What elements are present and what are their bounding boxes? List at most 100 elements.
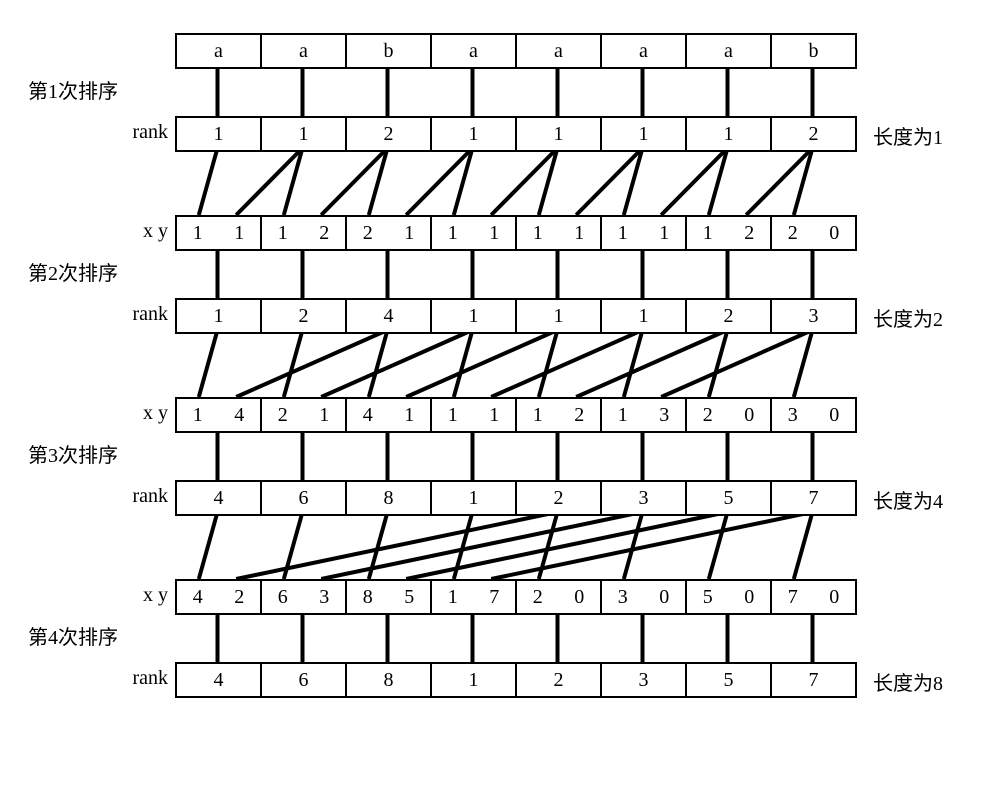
cell-x: 1 xyxy=(448,404,458,427)
cell-y: 4 xyxy=(234,404,244,427)
cell-y: 0 xyxy=(829,586,839,609)
rank1-row-cell: 2 xyxy=(772,118,857,150)
input-row-cell: a xyxy=(687,35,772,67)
cell-x: 1 xyxy=(618,222,628,245)
cell-x: 2 xyxy=(533,586,543,609)
cell-y: 0 xyxy=(829,222,839,245)
sort2-label: 第2次排序 xyxy=(28,257,118,286)
cell-x: 6 xyxy=(278,586,288,609)
cell-x: 4 xyxy=(193,586,203,609)
cell-y: 1 xyxy=(659,222,669,245)
cell-y: 1 xyxy=(489,222,499,245)
cell-y: 3 xyxy=(659,404,669,427)
input-row-cell: b xyxy=(347,35,432,67)
xy2-row-cell: 30 xyxy=(772,399,857,431)
cell-x: 5 xyxy=(703,586,713,609)
rank2-row-cell: 3 xyxy=(772,300,857,332)
cell-y: 1 xyxy=(319,404,329,427)
cell-y: 0 xyxy=(744,586,754,609)
cell-x: 4 xyxy=(363,404,373,427)
rank2-row: 12411123 xyxy=(175,298,857,334)
xy2-left-label: x y xyxy=(28,402,168,425)
rank2-row-cell: 1 xyxy=(177,300,262,332)
cell-x: 1 xyxy=(618,404,628,427)
rank4-row-cell: 4 xyxy=(177,664,262,696)
rank1-row-cell: 1 xyxy=(687,118,772,150)
cell-y: 1 xyxy=(404,404,414,427)
cell-y: 0 xyxy=(659,586,669,609)
xy3-row-cell: 50 xyxy=(687,581,772,613)
cell-x: 7 xyxy=(788,586,798,609)
cell-y: 7 xyxy=(489,586,499,609)
xy3-row-cell: 30 xyxy=(602,581,687,613)
cell-x: 2 xyxy=(703,404,713,427)
xy3-left-label: x y xyxy=(28,584,168,607)
cell-y: 1 xyxy=(489,404,499,427)
rank4-row-cell: 2 xyxy=(517,664,602,696)
rank1-left-label: rank xyxy=(28,121,168,144)
rank1-row-cell: 1 xyxy=(432,118,517,150)
cell-y: 2 xyxy=(319,222,329,245)
input-row-cell: b xyxy=(772,35,857,67)
rank4-row-cell: 6 xyxy=(262,664,347,696)
rank2-row-cell: 2 xyxy=(687,300,772,332)
xy1-row-cell: 11 xyxy=(517,217,602,249)
rank1-row-cell: 2 xyxy=(347,118,432,150)
xy2-row-cell: 21 xyxy=(262,399,347,431)
xy3-row-cell: 85 xyxy=(347,581,432,613)
rank4-row-cell: 8 xyxy=(347,664,432,696)
xy2-row-cell: 12 xyxy=(517,399,602,431)
cell-x: 2 xyxy=(363,222,373,245)
rank3-row: 46812357 xyxy=(175,480,857,516)
cell-y: 1 xyxy=(404,222,414,245)
xy1-row-cell: 11 xyxy=(432,217,517,249)
rank2-row-cell: 2 xyxy=(262,300,347,332)
rank3-row-cell: 5 xyxy=(687,482,772,514)
xy3-row-cell: 17 xyxy=(432,581,517,613)
cell-x: 8 xyxy=(363,586,373,609)
rank2-row-cell: 4 xyxy=(347,300,432,332)
sort1-label: 第1次排序 xyxy=(28,75,118,104)
cell-x: 1 xyxy=(533,222,543,245)
rank1-row-cell: 1 xyxy=(602,118,687,150)
rank3-row-cell: 7 xyxy=(772,482,857,514)
xy1-row: 1112211111111220 xyxy=(175,215,857,251)
cell-x: 1 xyxy=(193,222,203,245)
rank3-row-cell: 3 xyxy=(602,482,687,514)
rank4-row-cell: 3 xyxy=(602,664,687,696)
rank3-row-cell: 8 xyxy=(347,482,432,514)
sort3-label: 第3次排序 xyxy=(28,439,118,468)
xy2-row-cell: 14 xyxy=(177,399,262,431)
xy2-row: 1421411112132030 xyxy=(175,397,857,433)
cell-x: 2 xyxy=(278,404,288,427)
cell-y: 1 xyxy=(234,222,244,245)
cell-x: 1 xyxy=(278,222,288,245)
cell-x: 3 xyxy=(618,586,628,609)
rank4-row-cell: 7 xyxy=(772,664,857,696)
xy1-row-cell: 12 xyxy=(262,217,347,249)
xy2-row-cell: 13 xyxy=(602,399,687,431)
rank2-row-cell: 1 xyxy=(602,300,687,332)
rank2-left-label: rank xyxy=(28,303,168,326)
rank3-left-label: rank xyxy=(28,485,168,508)
xy3-row-cell: 42 xyxy=(177,581,262,613)
cell-x: 1 xyxy=(448,222,458,245)
cell-y: 0 xyxy=(829,404,839,427)
cell-x: 3 xyxy=(788,404,798,427)
xy2-row-cell: 11 xyxy=(432,399,517,431)
xy3-row-cell: 20 xyxy=(517,581,602,613)
rank4-left-label: rank xyxy=(28,667,168,690)
input-row-cell: a xyxy=(517,35,602,67)
len2-label: 长度为2 xyxy=(873,303,943,332)
xy1-row-cell: 11 xyxy=(177,217,262,249)
xy2-row-cell: 20 xyxy=(687,399,772,431)
xy1-row-cell: 11 xyxy=(602,217,687,249)
input-row: aabaaaab xyxy=(175,33,857,69)
xy3-row-cell: 70 xyxy=(772,581,857,613)
rank3-row-cell: 4 xyxy=(177,482,262,514)
rank2-row-cell: 1 xyxy=(432,300,517,332)
cell-x: 1 xyxy=(533,404,543,427)
xy2-row-cell: 41 xyxy=(347,399,432,431)
rank4-row-cell: 1 xyxy=(432,664,517,696)
rank4-row: 46812357 xyxy=(175,662,857,698)
